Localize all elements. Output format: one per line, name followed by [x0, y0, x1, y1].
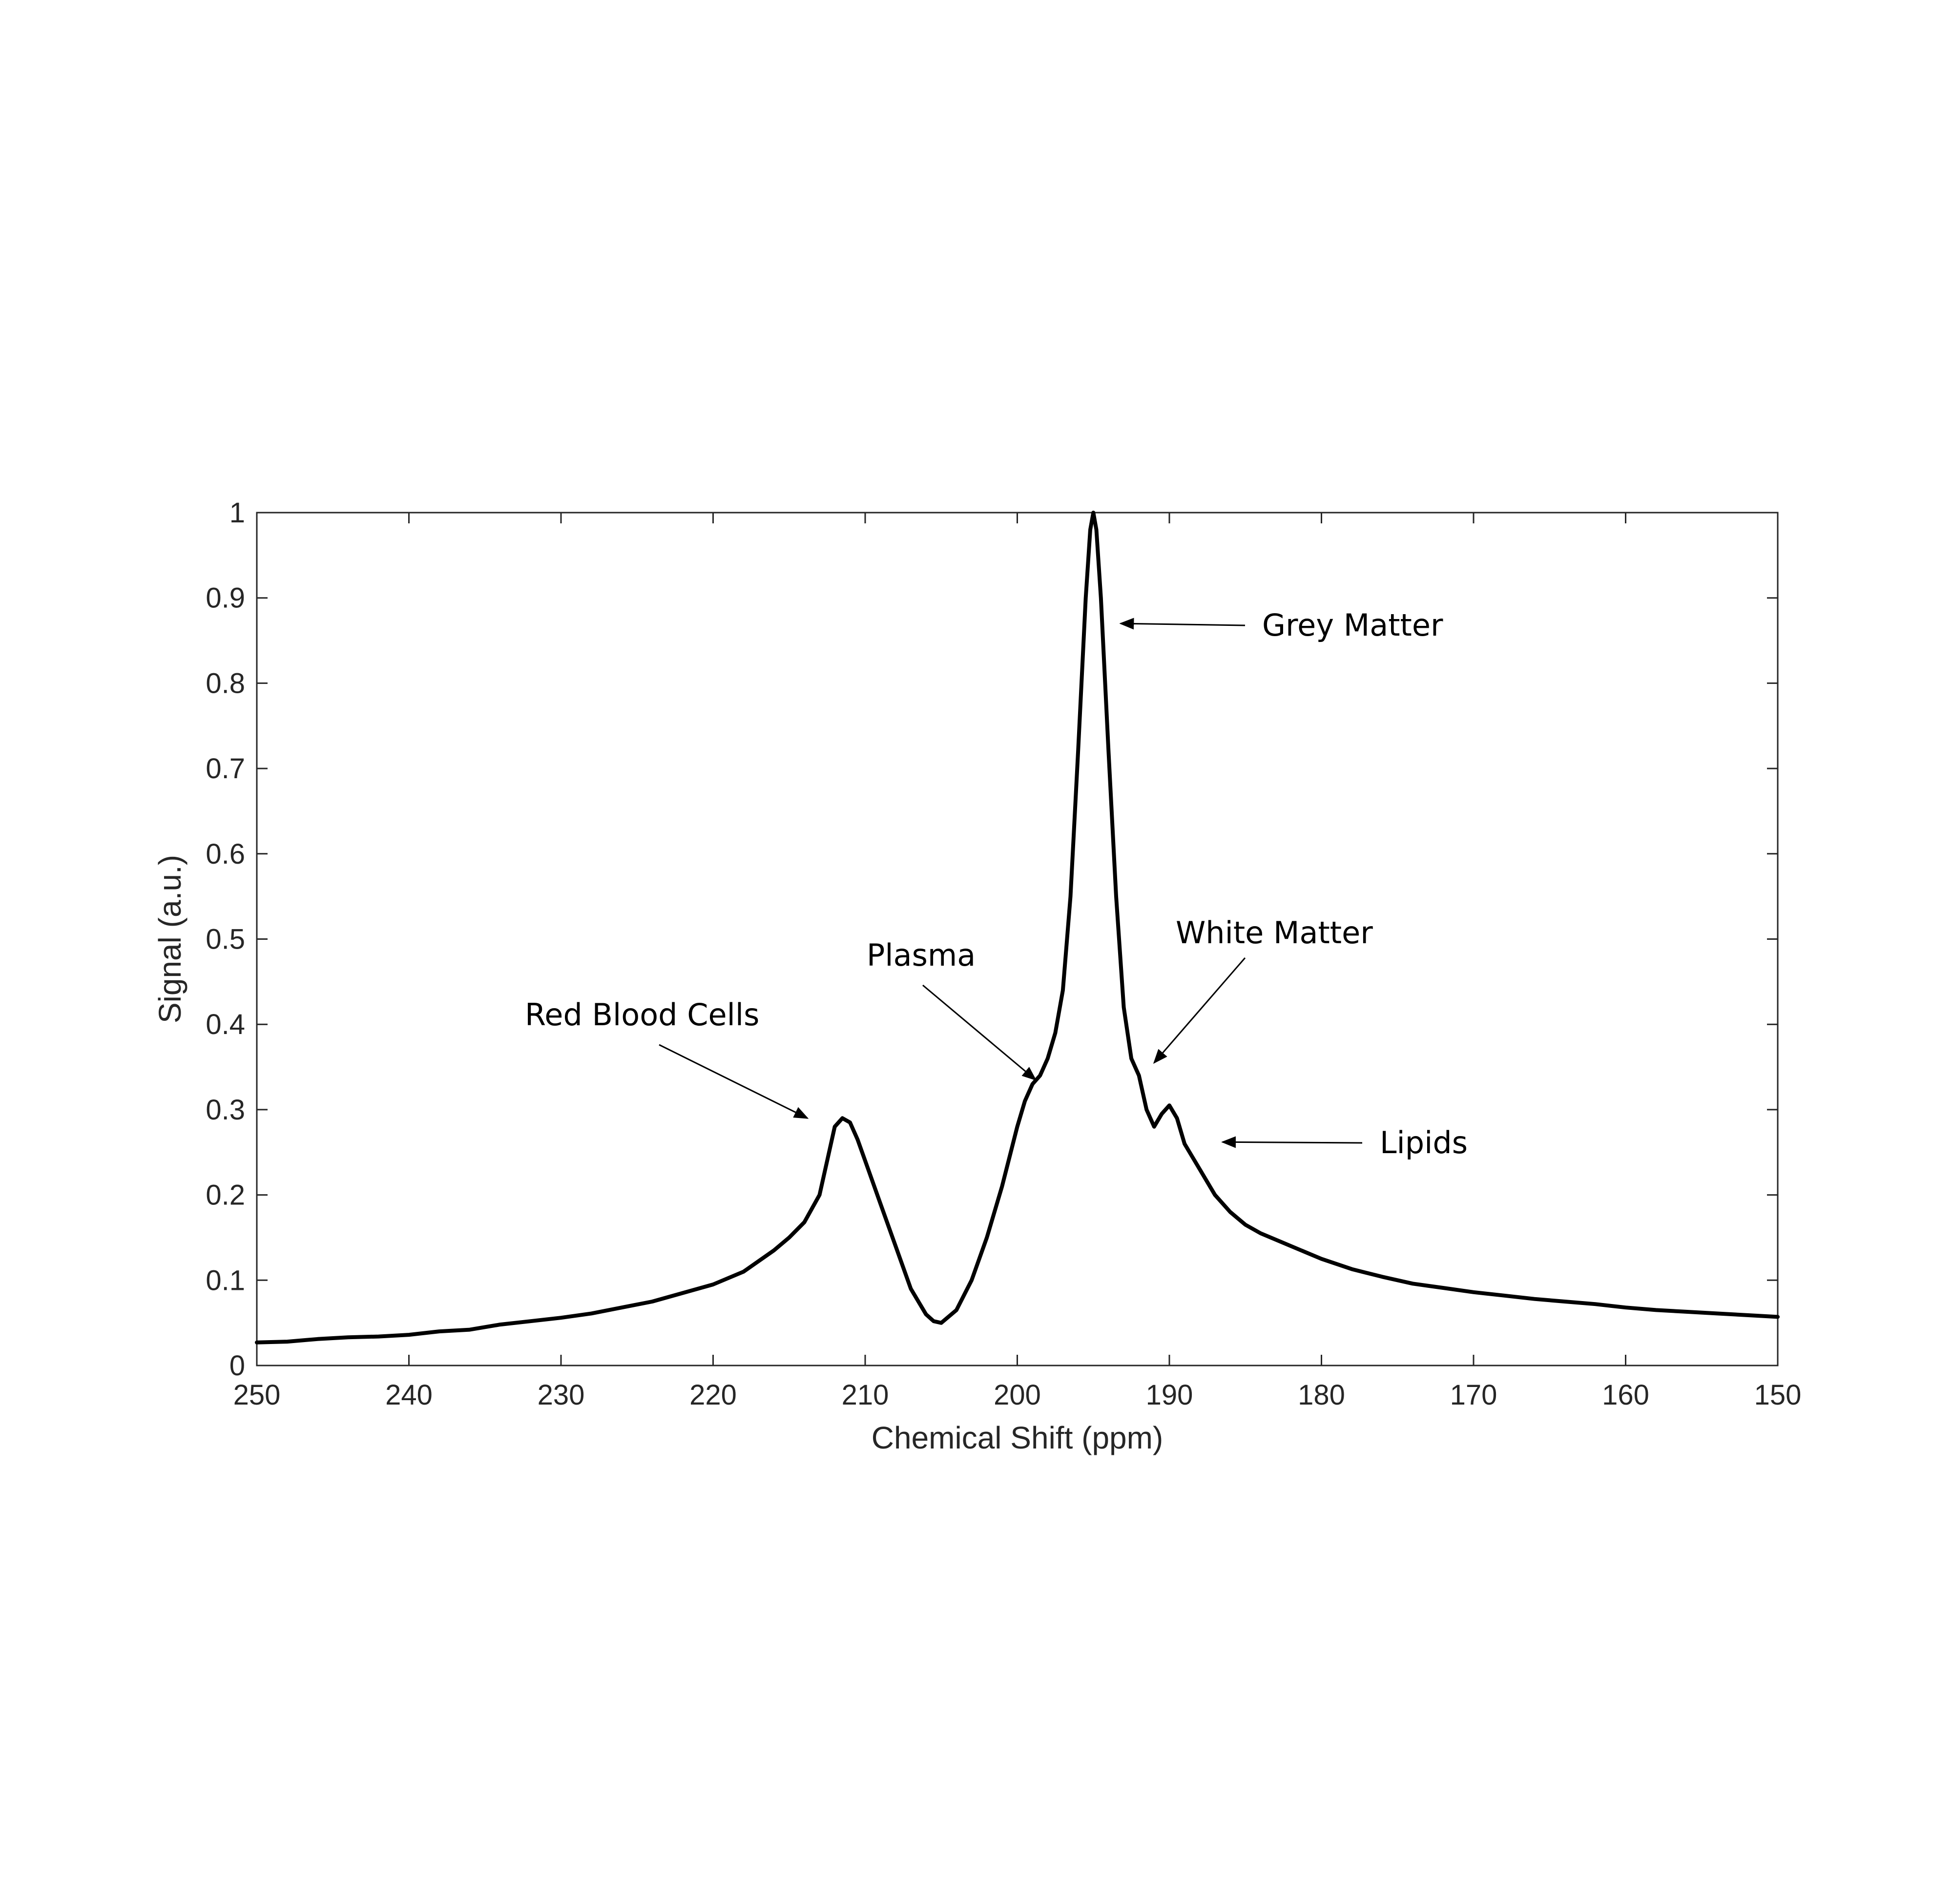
series-layer — [255, 511, 1780, 1345]
annotation-white-matter: White Matter — [1153, 915, 1373, 1064]
y-tick-label: 0 — [229, 1350, 245, 1382]
y-tick-label: 0.1 — [206, 1264, 245, 1296]
x-tick-label: 160 — [1602, 1379, 1649, 1411]
axis-ticks — [256, 512, 1779, 1366]
plot-frame — [256, 512, 1779, 1366]
x-tick-label: 170 — [1450, 1379, 1497, 1411]
annotation-arrow — [659, 1044, 809, 1119]
annotation-label: White Matter — [1176, 915, 1373, 951]
y-tick-label: 0.8 — [206, 667, 245, 699]
x-tick-label: 250 — [233, 1379, 281, 1411]
annotation-plasma: Plasma — [867, 937, 1037, 1081]
annotation-arrow — [1221, 1136, 1363, 1148]
annotation-lipids: Lipids — [1221, 1125, 1468, 1160]
annotation-arrow — [1153, 957, 1246, 1064]
y-tick-label: 0.2 — [206, 1180, 245, 1211]
x-tick-label: 180 — [1298, 1379, 1345, 1411]
x-tick-label: 190 — [1146, 1379, 1193, 1411]
annotation-red-blood-cells: Red Blood Cells — [525, 997, 809, 1119]
x-axis-title: Chemical Shift (ppm) — [872, 1420, 1163, 1455]
y-tick-label: 1 — [229, 497, 245, 529]
plot-area — [256, 512, 1779, 1366]
annotation-label: Red Blood Cells — [525, 997, 759, 1033]
y-tick-labels: 0 0.1 0.2 0.3 0.4 0.5 0.6 0.7 0.8 0.9 1 — [206, 497, 245, 1382]
spectrum-line — [255, 511, 1780, 1345]
x-tick-label: 220 — [689, 1379, 737, 1411]
y-tick-label: 0.6 — [206, 838, 245, 870]
annotation-grey-matter: Grey Matter — [1119, 607, 1443, 643]
annotation-label: Lipids — [1380, 1125, 1468, 1160]
annotation-arrow — [922, 984, 1037, 1081]
annotation-label: Plasma — [867, 937, 976, 973]
y-tick-label: 0.4 — [206, 1009, 245, 1040]
x-tick-labels: 250 240 230 220 210 200 190 180 170 160 150 — [233, 1379, 1802, 1411]
annotation-arrow — [1119, 618, 1246, 630]
x-tick-label: 200 — [994, 1379, 1041, 1411]
y-tick-label: 0.9 — [206, 582, 245, 614]
y-axis-title: Signal (a.u.) — [152, 855, 187, 1023]
y-tick-label: 0.5 — [206, 924, 245, 955]
x-tick-label: 150 — [1754, 1379, 1802, 1411]
x-tick-label: 240 — [385, 1379, 433, 1411]
x-tick-label: 210 — [842, 1379, 889, 1411]
y-tick-label: 0.3 — [206, 1094, 245, 1126]
x-tick-label: 230 — [538, 1379, 585, 1411]
annotation-label: Grey Matter — [1262, 607, 1443, 643]
y-tick-label: 0.7 — [206, 753, 245, 785]
annotations: Grey Matter White Matter Plasma Red Blood C… — [525, 607, 1468, 1160]
